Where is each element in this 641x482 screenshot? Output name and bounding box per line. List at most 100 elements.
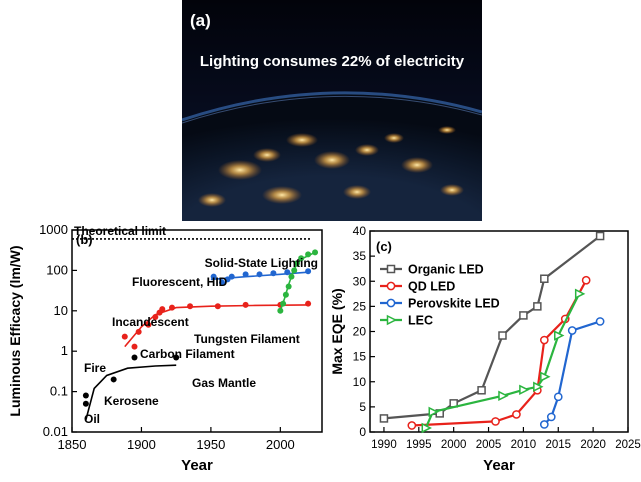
x-tick-label-c: 1995 [406, 439, 432, 451]
data-point-b-1 [145, 321, 152, 328]
data-point-b-2 [219, 279, 225, 286]
data-point-c-0 [379, 414, 389, 423]
data-point-b-0 [173, 354, 180, 361]
legend-label-c-3: LEC [408, 314, 433, 328]
data-point-b-3 [305, 251, 312, 258]
y-tick-label-b: 1 [61, 343, 68, 358]
x-tick-label-c: 1990 [371, 439, 397, 451]
data-point-b-0 [110, 376, 117, 383]
x-tick-label-c: 2015 [545, 439, 571, 451]
data-point-c-1 [539, 335, 549, 345]
annotation-b: Fire [84, 361, 106, 375]
data-point-b-3 [288, 273, 295, 280]
data-point-b-1 [159, 306, 166, 313]
x-tick-label-c: 2000 [441, 439, 467, 451]
x-axis-label-c: Year [483, 457, 515, 474]
x-axis-label-b: Year [181, 457, 213, 474]
y-tick-label-c: 10 [353, 375, 367, 389]
data-point-b-2 [210, 273, 217, 280]
y-tick-label-c: 15 [353, 350, 367, 364]
city-lights [198, 126, 464, 207]
y-tick-label-b: 1000 [39, 222, 68, 237]
x-tick-label-c: 2025 [615, 439, 641, 451]
chart-b-svg: 1850 1900 1950 2000 0.01 0.1 1 10 100 1000 Year Lum… [7, 222, 323, 474]
data-point-b-0 [82, 392, 89, 399]
data-point-c-3 [519, 384, 530, 396]
data-point-b-1 [169, 304, 175, 311]
theoretical-limit-label: Theoretical limit [74, 224, 166, 238]
x-tick-label-b: 2000 [266, 437, 295, 452]
data-point-b-3 [291, 267, 298, 274]
x-tick-label-b: 1950 [196, 437, 225, 452]
legend-label-c-0: Organic LED [408, 263, 484, 277]
data-point-b-2 [270, 270, 277, 277]
data-point-c-3 [498, 390, 509, 402]
x-tick-label-b: 1900 [127, 437, 156, 452]
series-line-c-2 [543, 320, 601, 426]
data-point-c-1 [512, 410, 521, 419]
data-point-c-1 [407, 421, 417, 430]
data-point-b-0 [82, 400, 89, 407]
data-point-c-3 [554, 330, 565, 341]
y-tick-label-b: 0.1 [50, 384, 68, 399]
y-tick-label-b: 10 [54, 303, 68, 318]
data-point-c-3 [428, 406, 439, 418]
y-tick-label-c: 30 [353, 274, 367, 288]
annotation-b: Incandescent [112, 315, 189, 329]
data-point-b-1 [305, 300, 312, 307]
data-point-b-3 [312, 249, 319, 256]
y-tick-label-b: 100 [46, 262, 68, 277]
panel-a-label: (a) [190, 11, 211, 30]
y-tick-label-c: 20 [353, 325, 367, 339]
chart-c-svg: 1990 1995 2000 2005 2010 2015 2020 202505101520… [329, 224, 641, 474]
data-point-c-0 [540, 274, 549, 283]
data-point-b-3 [277, 307, 284, 314]
y-axis-label-c: Max EQE (%) [330, 288, 345, 374]
y-tick-label-c: 0 [359, 425, 366, 439]
data-point-b-3 [294, 260, 300, 267]
data-point-c-1 [491, 417, 500, 426]
data-point-c-1 [581, 275, 591, 285]
x-tick-label-c: 2010 [511, 439, 537, 451]
data-point-b-2 [242, 271, 249, 278]
data-point-b-3 [282, 291, 289, 298]
y-tick-label-c: 35 [353, 249, 367, 263]
data-point-b-2 [256, 271, 263, 278]
data-point-b-2 [228, 273, 235, 280]
legend-marker-c-3 [386, 314, 398, 326]
data-point-c-0 [595, 231, 605, 241]
annotation-b: Fluorescent, HID [132, 275, 228, 289]
data-point-b-3 [285, 283, 292, 290]
legend-label-c-1: QD LED [408, 280, 455, 294]
y-tick-label-c: 40 [353, 224, 367, 238]
data-point-c-3 [540, 371, 551, 382]
earth-night-photo: (a) Lighting consumes 22% of electricity [181, 0, 483, 222]
data-point-b-1 [152, 314, 159, 321]
annotation-b: Tungsten Filament [194, 332, 300, 346]
data-point-c-0 [519, 311, 528, 320]
data-point-b-3 [298, 255, 305, 262]
x-tick-label-b: 1850 [58, 437, 87, 452]
data-point-c-0 [498, 331, 507, 340]
annotation-b: Gas Mantle [192, 376, 256, 390]
data-point-c-2 [553, 392, 563, 402]
data-point-b-1 [131, 343, 138, 350]
data-point-b-1 [214, 303, 221, 310]
fit-curve-b-1 [124, 304, 309, 348]
data-point-c-2 [595, 317, 605, 326]
chart-c-max-eqe: 1990 1995 2000 2005 2010 2015 2020 2025 0 5 10 15 20… [329, 222, 641, 477]
data-point-b-2 [305, 268, 312, 275]
annotation-b: Solid-State Lighting [205, 256, 318, 270]
y-axis-label-b: Luminous Efficacy (lm/W) [7, 245, 23, 416]
earth-night-image: (a) Lighting consumes 22% of electricity [181, 0, 483, 222]
plot-frame-b [71, 229, 323, 433]
legend-marker-c-1 [386, 281, 396, 291]
data-point-b-0 [131, 354, 138, 361]
data-point-b-1 [242, 301, 249, 308]
data-point-c-0 [477, 386, 486, 395]
chart-b-luminous-efficacy: 1850 1900 1950 2000 0.01 0.1 1 10 100 1000 Year Lum… [0, 222, 330, 477]
x-tick-label-c: 2020 [580, 439, 606, 451]
panel-a-caption: Lighting consumes 22% of electricity [200, 53, 465, 70]
y-tick-label-b: 0.01 [43, 424, 68, 439]
annotation-b: Kerosene [104, 394, 159, 408]
